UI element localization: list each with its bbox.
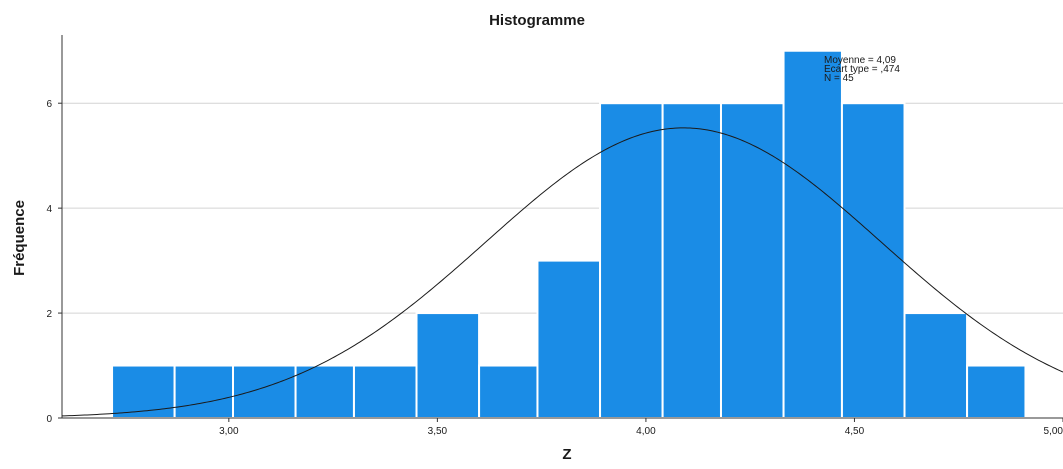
histogram-bar: [719, 102, 785, 420]
histogram-bar: [352, 364, 418, 419]
histogram-bar: [966, 364, 1027, 419]
axes: 0 2 4 6 3,00 3,50 4,00 4,50 5,00: [46, 35, 1063, 437]
histogram-bar: [661, 102, 722, 420]
histogram-bar: [294, 364, 355, 419]
bars: [111, 49, 1027, 420]
stats-line: N = 45: [824, 73, 854, 84]
histogram-bar: [478, 364, 539, 419]
stats-line: Ecart type = ,474: [824, 64, 900, 75]
x-tick-label: 3,00: [219, 426, 239, 437]
x-tick-label: 4,50: [845, 426, 865, 437]
stats-line: Moyenne = 4,09: [824, 55, 896, 66]
histogram-bar: [782, 49, 843, 420]
chart-title: Histogramme: [489, 12, 585, 29]
x-tick-label: 4,00: [636, 426, 656, 437]
histogram-bar: [232, 364, 297, 419]
histogram-bar: [173, 364, 235, 419]
x-tick-label: 3,50: [428, 426, 448, 437]
histogram-bar: [903, 312, 969, 419]
histogram-bar: [840, 102, 906, 420]
normal-curve: [61, 127, 1063, 417]
x-tick-label: 5,00: [1044, 426, 1063, 437]
histogram-bar: [415, 312, 481, 419]
y-axis-label: Fréquence: [11, 200, 28, 276]
histogram-bar: [536, 259, 602, 420]
histogram-bar: [599, 102, 664, 420]
y-tick-label: 0: [46, 414, 52, 425]
y-tick-label: 4: [46, 204, 52, 215]
histogram-bar: [111, 364, 176, 419]
y-tick-label: 6: [46, 99, 52, 110]
y-tick-label: 2: [46, 309, 52, 320]
x-axis-label: Z: [562, 446, 571, 463]
